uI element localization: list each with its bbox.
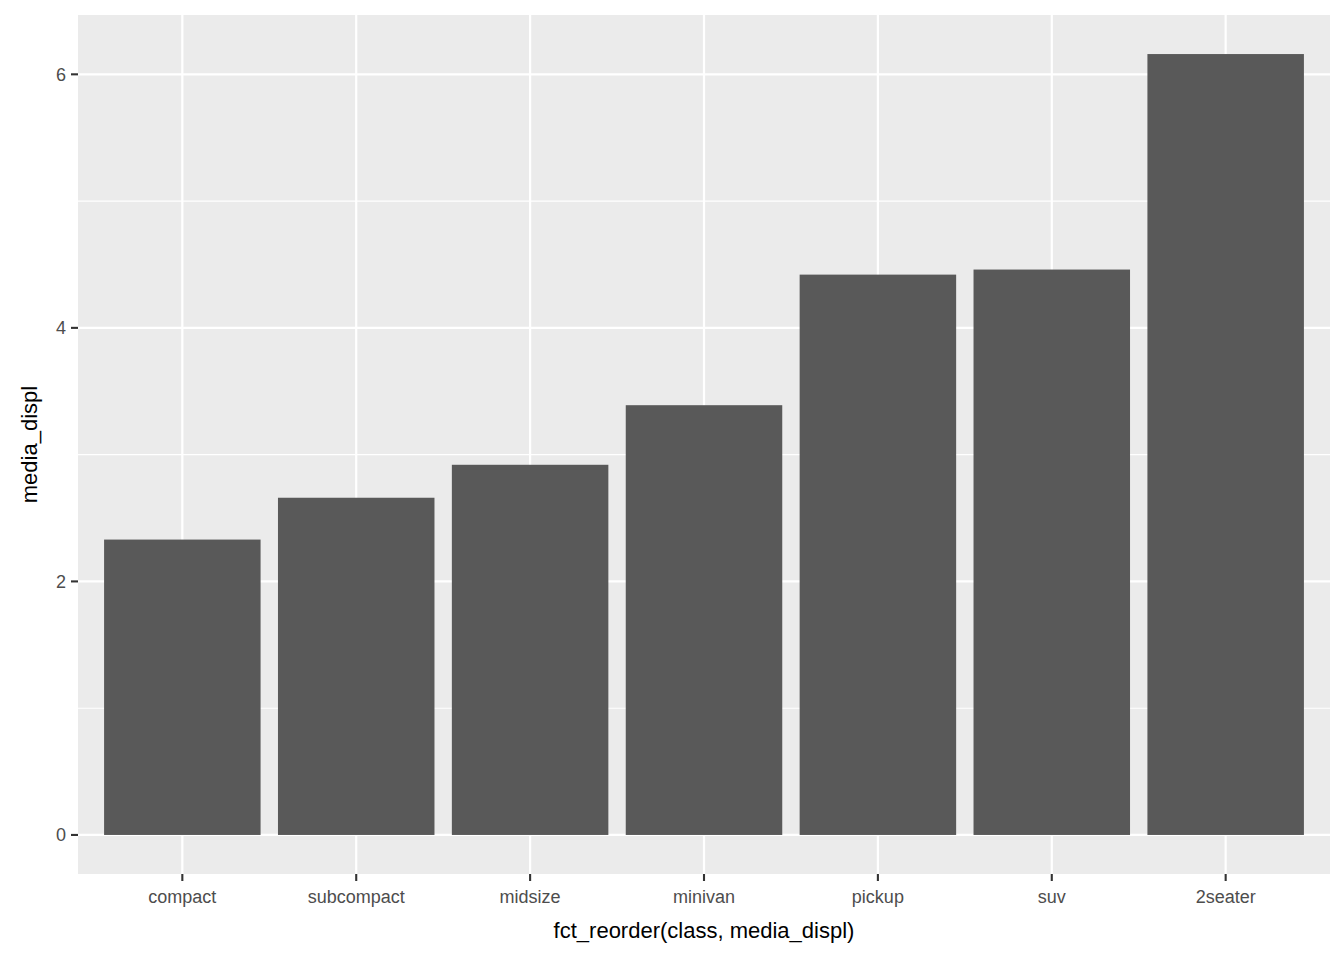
bar (278, 498, 435, 835)
tick-mark (71, 834, 78, 836)
chart-svg: 0 2 4 6 compact subcompact midsize minivan picku… (0, 0, 1344, 960)
tick-mark (529, 874, 531, 881)
tick-mark (71, 327, 78, 329)
tick-mark (1051, 874, 1053, 881)
tick-label: 6 (56, 65, 66, 85)
tick-label: suv (1038, 887, 1066, 907)
tick-label: 2seater (1196, 887, 1256, 907)
x-axis-title: fct_reorder(class, media_displ) (554, 918, 855, 943)
background (0, 0, 1344, 960)
tick-mark (71, 580, 78, 582)
tick-label: minivan (673, 887, 735, 907)
tick-label: 4 (56, 318, 66, 338)
bar (800, 275, 957, 835)
tick-mark (877, 874, 879, 881)
tick-mark (71, 73, 78, 75)
y-axis-title: media_displ (17, 386, 42, 503)
tick-label: midsize (500, 887, 561, 907)
bar (452, 465, 608, 835)
tick-label: subcompact (308, 887, 405, 907)
tick-label: 0 (56, 825, 66, 845)
tick-label: compact (148, 887, 216, 907)
panel (78, 15, 1330, 874)
bar (104, 540, 261, 835)
tick-label: 2 (56, 572, 66, 592)
bar (974, 270, 1131, 835)
chart-container: 0 2 4 6 compact subcompact midsize minivan picku… (0, 0, 1344, 960)
tick-mark (703, 874, 705, 881)
bars (104, 54, 1304, 835)
tick-label: pickup (852, 887, 904, 907)
tick-mark (1225, 874, 1227, 881)
bar (1147, 54, 1304, 835)
tick-mark (355, 874, 357, 881)
bar (626, 405, 783, 835)
tick-mark (181, 874, 183, 881)
